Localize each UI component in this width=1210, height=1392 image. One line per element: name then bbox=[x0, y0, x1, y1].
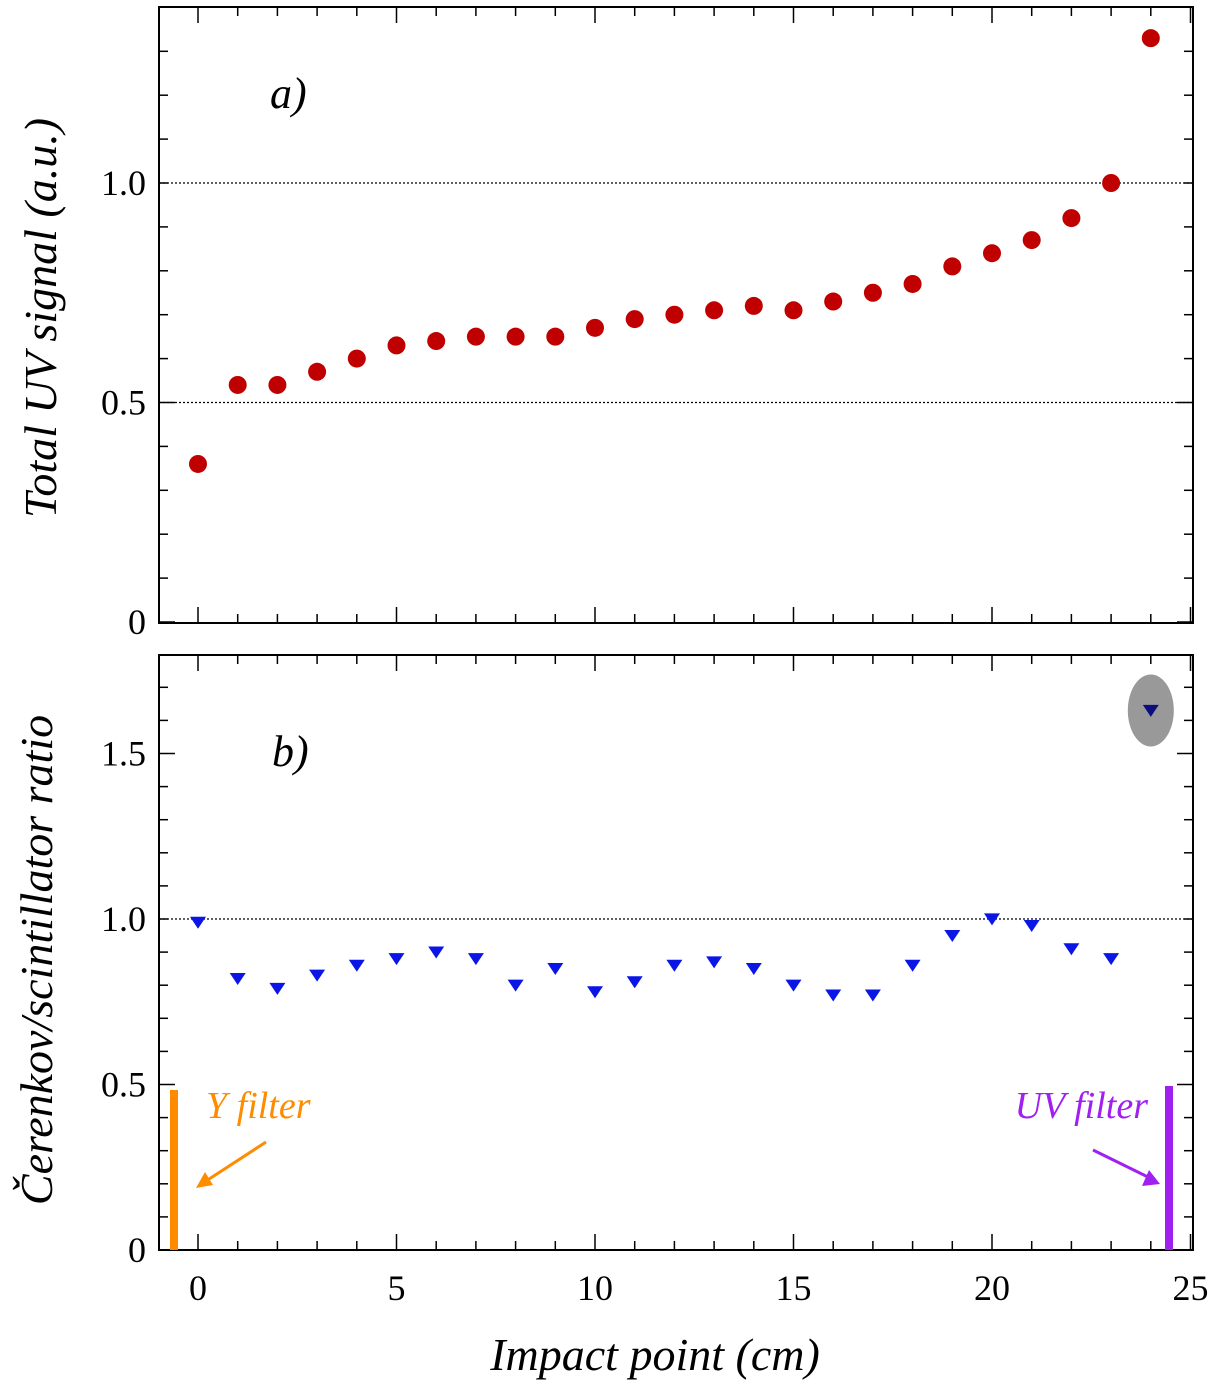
panel-a-ylabel: Total UV signal (a.u.) bbox=[15, 118, 66, 518]
panel-b-point bbox=[984, 913, 1000, 926]
panel-a-point bbox=[586, 318, 604, 337]
panel-a-point bbox=[784, 301, 803, 320]
panel-a-point bbox=[903, 274, 922, 293]
uv-filter-arrow bbox=[1092, 1148, 1151, 1180]
uv-filter-arrowhead bbox=[1142, 1170, 1160, 1186]
panel-b-point bbox=[825, 989, 842, 1002]
panel-b-point bbox=[467, 953, 484, 966]
panel-a-point bbox=[189, 454, 207, 473]
x-tick-label: 25 bbox=[1173, 1268, 1209, 1308]
panel-a-point bbox=[983, 244, 1001, 263]
panel-b-point bbox=[1142, 704, 1159, 717]
panel-b-point bbox=[309, 969, 326, 982]
panel-a-point bbox=[466, 327, 485, 346]
panel-a-point bbox=[268, 375, 287, 394]
panel-b-ytick-label: 1.5 bbox=[101, 734, 146, 774]
y-filter-arrowhead bbox=[196, 1172, 213, 1188]
panel-a-point bbox=[943, 257, 962, 276]
panel-b-point bbox=[547, 963, 564, 976]
panel-b-point bbox=[190, 916, 206, 929]
x-axis-title: Impact point (cm) bbox=[489, 1329, 820, 1380]
x-tick-label: 0 bbox=[189, 1268, 207, 1308]
panel-b-point bbox=[348, 959, 365, 972]
panel-a-point bbox=[228, 375, 247, 394]
panel-b-point bbox=[1103, 953, 1120, 966]
x-tick-label: 15 bbox=[776, 1268, 812, 1308]
panel-b-ylabel: Čerenkov/scintillator ratio bbox=[11, 715, 62, 1205]
panel-a-ytick-label: 0 bbox=[128, 602, 146, 642]
y-filter-arrow bbox=[202, 1140, 267, 1185]
panel-b-y-ticks: 0 0.5 1.0 1.5 bbox=[101, 686, 1193, 1270]
panel-a-label: a) bbox=[270, 69, 307, 118]
panel-a-ytick-label: 1.0 bbox=[101, 163, 146, 203]
panel-a-point bbox=[1022, 231, 1041, 250]
panel-b-point bbox=[785, 979, 802, 992]
panel-a-point bbox=[665, 305, 684, 324]
uv-filter-bar bbox=[1165, 1086, 1173, 1250]
panel-a-point bbox=[546, 327, 565, 346]
panel-a-point bbox=[744, 296, 763, 315]
panel-a-point bbox=[863, 283, 882, 302]
panel-b-point bbox=[864, 989, 881, 1002]
panel-a-point bbox=[506, 327, 525, 346]
panel-a-y-ticks: 0 0.5 1.0 bbox=[101, 50, 1193, 642]
uv-filter-label: UV filter bbox=[1015, 1085, 1149, 1127]
panel-b-point bbox=[944, 929, 961, 942]
panel-b-point bbox=[428, 946, 445, 959]
panel-b-point bbox=[666, 959, 683, 972]
panel-b-point bbox=[745, 963, 762, 976]
panel-a-x-ticks bbox=[197, 7, 1192, 623]
panel-a-point bbox=[387, 336, 406, 355]
panel-a-point bbox=[705, 301, 724, 320]
panel-b-point bbox=[706, 956, 723, 969]
panel-b-point bbox=[507, 979, 524, 992]
panel-b-ytick-label: 0.5 bbox=[101, 1065, 146, 1105]
y-filter-bar bbox=[170, 1090, 178, 1250]
panel-a-point bbox=[1141, 29, 1160, 48]
panel-a-point bbox=[1102, 174, 1121, 192]
panel-b-point bbox=[269, 982, 286, 995]
filter-annotations: Y filter UV filter bbox=[170, 1085, 1173, 1250]
panel-b-point bbox=[587, 986, 603, 999]
panel-b-point bbox=[904, 959, 921, 972]
panel-a-point bbox=[308, 362, 327, 381]
panel-a-point bbox=[347, 349, 366, 368]
x-tick-label: 5 bbox=[388, 1268, 406, 1308]
panel-b-point bbox=[388, 953, 405, 966]
panel-a-ytick-label: 0.5 bbox=[101, 383, 146, 423]
panel-a-points bbox=[189, 29, 1160, 473]
x-tick-label: 20 bbox=[974, 1268, 1010, 1308]
y-filter-label: Y filter bbox=[206, 1085, 311, 1127]
panel-a-reference-lines bbox=[159, 182, 1193, 404]
panel-b-points bbox=[190, 704, 1159, 1002]
panel-b-label: b) bbox=[272, 727, 309, 776]
x-tick-label: 10 bbox=[577, 1268, 613, 1308]
panel-b-point bbox=[1063, 943, 1080, 956]
panel-a-point bbox=[625, 310, 644, 329]
panel-a-point bbox=[824, 292, 843, 311]
panel-b-point bbox=[626, 976, 643, 989]
panel-b-point bbox=[229, 972, 246, 985]
panel-a-point bbox=[1062, 209, 1081, 228]
panel-b-x-ticks: 0 5 10 15 20 25 bbox=[189, 655, 1209, 1308]
panel-a-point bbox=[427, 332, 446, 351]
panel-b-frame bbox=[158, 654, 1194, 1251]
panel-b-ytick-label: 1.0 bbox=[101, 899, 146, 939]
panel-b-point bbox=[1023, 920, 1040, 933]
panel-b-ytick-label: 0 bbox=[128, 1230, 146, 1270]
